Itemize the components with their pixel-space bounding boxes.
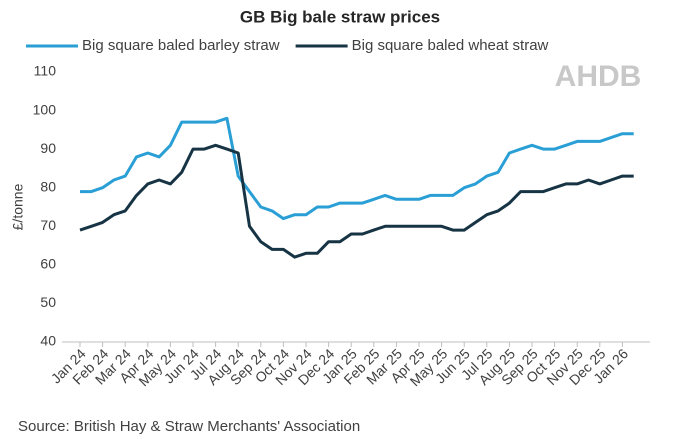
y-tick-label: 50 xyxy=(40,294,56,310)
logo: AHDB xyxy=(555,60,642,93)
legend-label: Big square baled barley straw xyxy=(82,37,280,54)
y-tick-label: 90 xyxy=(40,140,56,156)
y-tick-label: 40 xyxy=(40,333,56,349)
y-tick-label: 110 xyxy=(34,63,57,79)
chart-title: GB Big bale straw prices xyxy=(240,7,440,26)
legend-label: Big square baled wheat straw xyxy=(352,37,549,54)
y-tick-label: 80 xyxy=(40,178,56,194)
source: Source: British Hay & Straw Merchants' A… xyxy=(18,418,360,435)
y-tick-label: 70 xyxy=(40,217,56,233)
series-line xyxy=(79,143,634,259)
y-tick-label: 60 xyxy=(40,256,56,272)
y-tick-label: 100 xyxy=(33,101,57,117)
series-line xyxy=(80,116,634,221)
y-axis-label: £/tonne xyxy=(10,183,26,230)
